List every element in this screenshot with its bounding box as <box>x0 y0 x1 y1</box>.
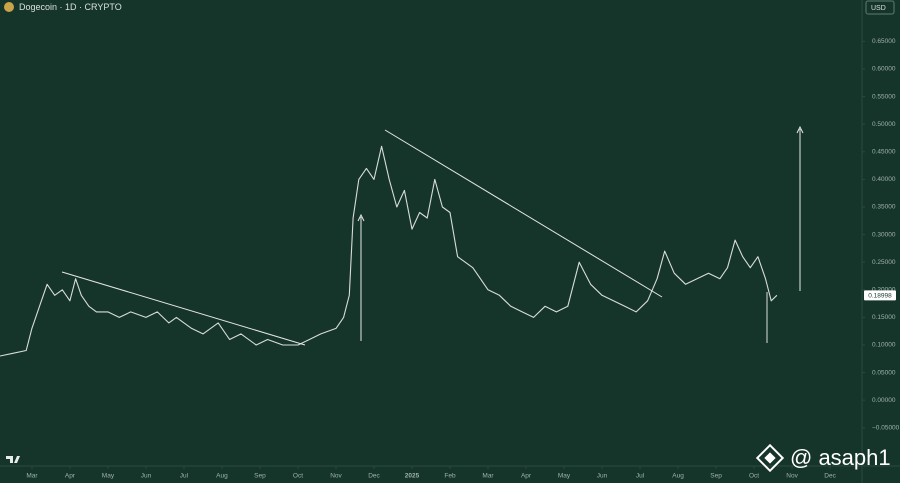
x-tick-label: Aug <box>672 473 684 480</box>
x-tick-label: Sep <box>254 473 266 480</box>
y-tick-label: 0.55000 <box>872 93 896 100</box>
y-tick-label: 0.05000 <box>872 369 896 376</box>
x-tick-label: Oct <box>293 473 303 480</box>
arrow-head <box>796 125 804 134</box>
currency-box[interactable] <box>865 0 895 15</box>
y-tick-label: 0.45000 <box>872 149 896 156</box>
last-price: 0.18998 <box>868 293 892 300</box>
x-tick-label: Oct <box>749 473 759 480</box>
coin-icon <box>4 2 14 12</box>
y-tick-label: 0.15000 <box>872 314 896 321</box>
watermark: @ asaph1 <box>790 445 891 470</box>
x-tick-label: Jun <box>141 473 152 480</box>
y-tick-label: 0.60000 <box>872 66 896 73</box>
x-tick-label: 2025 <box>405 473 420 480</box>
x-tick-label: Nov <box>786 473 798 480</box>
y-tick-label: −0.05000 <box>872 424 900 431</box>
x-tick-label: May <box>102 473 115 480</box>
trendline <box>384 129 663 298</box>
x-tick-label: Feb <box>444 473 456 480</box>
y-tick-label: 0.10000 <box>872 342 896 349</box>
x-tick-label: Dec <box>824 473 836 480</box>
currency[interactable]: USD <box>871 5 886 12</box>
x-tick-label: Jul <box>636 473 645 480</box>
x-tick-label: Dec <box>368 473 380 480</box>
last-price-box <box>864 290 896 301</box>
x-tick-label: Aug <box>216 473 228 480</box>
y-tick-label: 0.50000 <box>872 121 896 128</box>
x-tick-label: Mar <box>482 473 494 480</box>
arrow-head <box>357 213 365 222</box>
x-tick-label: Mar <box>26 473 38 480</box>
price-line <box>0 145 778 357</box>
x-tick-label: Nov <box>330 473 342 480</box>
trendline <box>61 271 306 346</box>
y-tick-label: 0.25000 <box>872 259 896 266</box>
x-tick-label: Jun <box>597 473 608 480</box>
y-tick-label: 0.30000 <box>872 231 896 238</box>
watermark-icon <box>755 443 785 473</box>
x-tick-label: Jul <box>180 473 189 480</box>
y-tick-label: 0.00000 <box>872 397 896 404</box>
y-tick-label: 0.40000 <box>872 176 896 183</box>
y-tick-label: 0.20000 <box>872 287 896 294</box>
x-tick-label: Apr <box>521 473 532 480</box>
x-tick-label: Sep <box>710 473 722 480</box>
x-tick-label: Apr <box>65 473 76 480</box>
y-tick-label: 0.35000 <box>872 204 896 211</box>
chart-title: Dogecoin · 1D · CRYPTO <box>19 2 122 12</box>
y-tick-label: 0.65000 <box>872 38 896 45</box>
logo <box>6 456 20 463</box>
x-tick-label: May <box>558 473 571 480</box>
